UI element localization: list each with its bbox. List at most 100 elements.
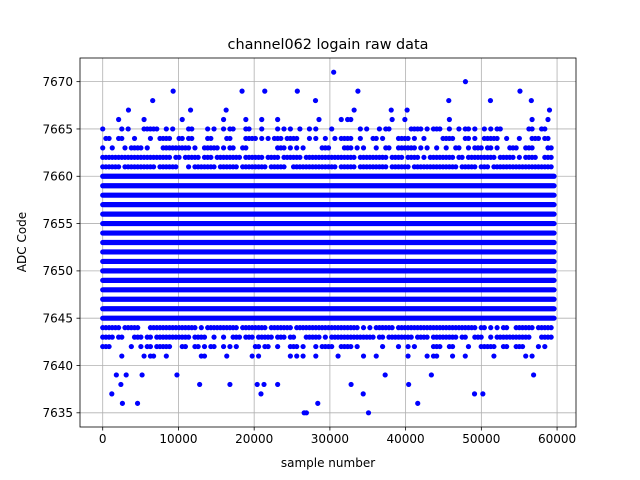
data-point xyxy=(399,154,405,160)
data-point xyxy=(243,116,249,123)
data-point xyxy=(135,325,141,331)
data-point xyxy=(449,353,456,359)
data-point xyxy=(230,145,236,151)
data-point xyxy=(348,145,354,151)
data-point xyxy=(179,135,185,142)
x-tick-label: 10000 xyxy=(159,432,197,446)
y-tick-label: 7665 xyxy=(42,122,73,136)
data-point xyxy=(325,145,332,151)
data-point xyxy=(406,381,412,388)
data-point xyxy=(382,372,388,378)
data-point xyxy=(281,164,287,170)
data-point xyxy=(109,391,115,397)
data-point xyxy=(360,325,367,331)
data-point xyxy=(138,145,144,151)
data-point xyxy=(453,164,459,170)
data-point xyxy=(331,69,337,75)
data-point xyxy=(205,126,211,132)
x-tick-label: 20000 xyxy=(235,432,273,446)
data-point xyxy=(465,126,472,132)
data-point xyxy=(151,353,157,359)
data-point xyxy=(414,154,421,160)
data-point xyxy=(453,334,459,340)
data-point xyxy=(329,343,335,350)
data-point xyxy=(278,135,284,142)
data-point xyxy=(548,334,554,340)
data-point xyxy=(173,164,179,170)
data-point xyxy=(220,145,227,151)
data-point xyxy=(154,126,160,132)
data-point xyxy=(147,343,154,350)
data-point xyxy=(109,145,115,151)
data-point xyxy=(198,325,204,331)
x-tick-label: 0 xyxy=(99,432,107,446)
data-point xyxy=(389,325,395,331)
data-point xyxy=(227,343,233,350)
data-point xyxy=(338,116,344,123)
x-tick-label: 30000 xyxy=(311,432,349,446)
data-point xyxy=(315,400,321,406)
data-point xyxy=(134,400,141,406)
y-tick-label: 7655 xyxy=(42,217,73,231)
data-point xyxy=(472,164,478,170)
data-point xyxy=(227,381,233,388)
data-point xyxy=(388,107,394,113)
data-point xyxy=(418,145,424,151)
data-point xyxy=(383,164,389,170)
data-point xyxy=(529,145,535,151)
data-point xyxy=(462,79,469,85)
data-point xyxy=(545,116,551,123)
data-point xyxy=(192,325,198,331)
data-point xyxy=(151,164,157,170)
data-point xyxy=(488,126,494,132)
data-point xyxy=(236,154,243,160)
data-point xyxy=(424,334,430,340)
data-point xyxy=(255,353,262,359)
data-point xyxy=(297,126,303,132)
data-point xyxy=(472,325,478,331)
data-point xyxy=(491,343,497,350)
data-point xyxy=(449,343,456,350)
data-band xyxy=(100,296,557,302)
data-point xyxy=(465,145,472,151)
data-point xyxy=(421,135,427,142)
data-point xyxy=(357,126,363,132)
data-point xyxy=(265,343,271,350)
data-point xyxy=(418,126,424,132)
data-point xyxy=(348,381,354,388)
x-axis-label: sample number xyxy=(281,456,375,470)
data-point xyxy=(170,126,176,132)
data-point xyxy=(185,334,192,340)
data-point xyxy=(166,343,173,350)
data-point xyxy=(300,145,306,151)
data-point xyxy=(211,164,217,170)
data-point xyxy=(123,372,129,378)
data-point xyxy=(131,135,138,142)
data-point xyxy=(519,343,526,350)
data-point xyxy=(192,145,198,151)
data-point xyxy=(548,145,554,151)
data-point xyxy=(332,135,338,142)
y-tick-label: 7660 xyxy=(42,170,73,184)
data-point xyxy=(197,381,203,388)
data-point xyxy=(316,116,322,123)
data-point xyxy=(373,135,379,142)
data-band xyxy=(100,239,557,246)
x-tick-label: 50000 xyxy=(462,432,500,446)
data-point xyxy=(513,145,519,151)
data-point xyxy=(351,164,357,170)
data-point xyxy=(201,334,208,340)
data-point xyxy=(118,381,124,388)
data-point xyxy=(529,126,535,132)
data-point xyxy=(176,154,182,160)
data-point xyxy=(239,88,245,94)
data-point xyxy=(348,343,354,350)
data-point xyxy=(233,164,239,170)
data-point xyxy=(246,126,252,132)
data-point xyxy=(456,145,462,151)
y-tick-label: 7635 xyxy=(42,406,73,420)
data-point xyxy=(348,135,354,142)
data-point xyxy=(354,343,360,350)
data-point xyxy=(220,343,227,350)
data-point xyxy=(262,325,268,331)
